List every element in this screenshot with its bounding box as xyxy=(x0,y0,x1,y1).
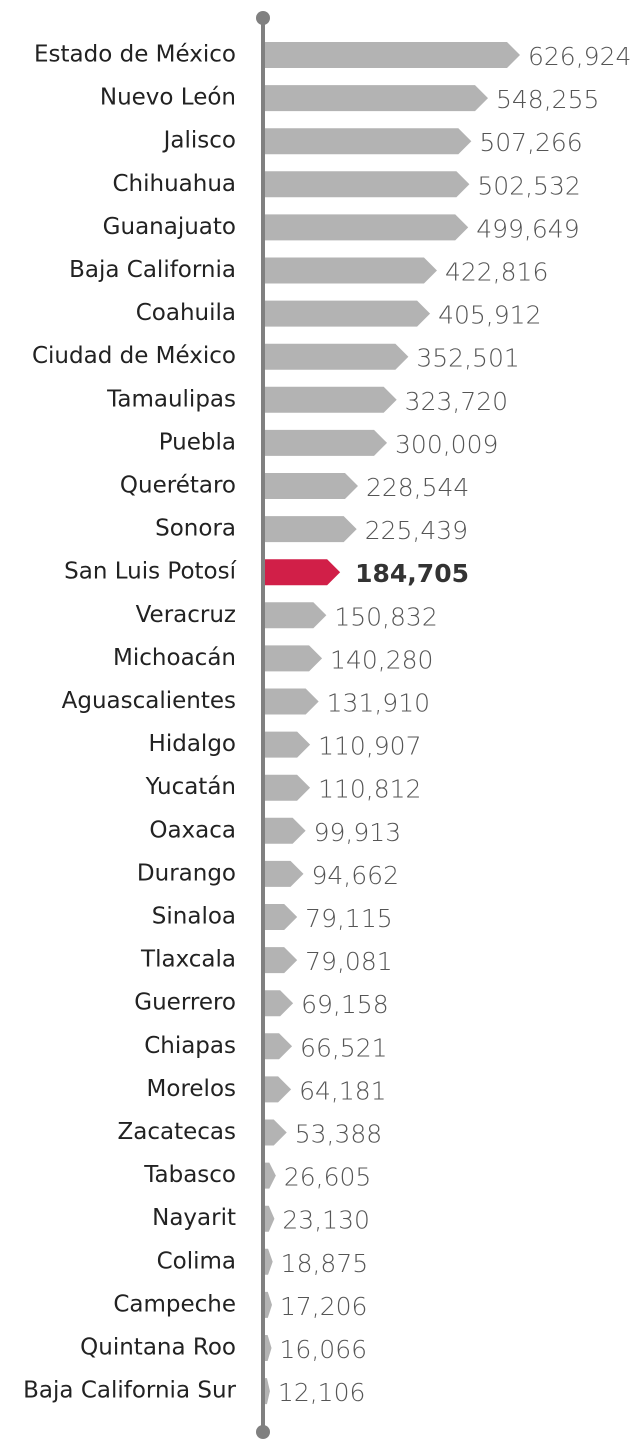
bar xyxy=(265,860,304,887)
value-label: 502,532 xyxy=(477,171,580,200)
category-label: Michoacán xyxy=(113,645,236,671)
bar xyxy=(265,602,327,629)
value-label: 79,081 xyxy=(305,947,392,976)
category-label: Oaxaca xyxy=(149,817,236,843)
bar xyxy=(265,774,311,801)
value-label: 140,280 xyxy=(330,645,433,674)
value-label: 300,009 xyxy=(395,430,498,459)
bar xyxy=(265,171,470,198)
bar xyxy=(265,1119,287,1146)
category-label: Estado de México xyxy=(34,42,236,68)
value-label: 79,115 xyxy=(305,904,392,933)
bar xyxy=(265,1205,275,1232)
value-label: 228,544 xyxy=(366,473,469,502)
category-label: Tabasco xyxy=(143,1162,236,1188)
category-label: Chihuahua xyxy=(112,171,236,197)
category-label: Baja California Sur xyxy=(23,1378,236,1404)
bar xyxy=(265,516,357,543)
value-label: 16,066 xyxy=(280,1335,367,1364)
category-label: Coahuila xyxy=(136,300,236,326)
value-label: 53,388 xyxy=(295,1120,382,1149)
value-label: 131,910 xyxy=(327,689,430,718)
value-label: 626,924 xyxy=(528,42,631,71)
bar xyxy=(265,386,397,413)
category-label: San Luis Potosí xyxy=(64,559,236,585)
bar xyxy=(265,1335,272,1361)
category-label: Aguascalientes xyxy=(62,688,236,714)
value-label: 352,501 xyxy=(416,344,519,373)
bar xyxy=(265,731,311,758)
value-label: 225,439 xyxy=(365,516,468,545)
bar xyxy=(265,947,298,974)
value-label: 184,705 xyxy=(355,559,469,588)
value-label: 69,158 xyxy=(301,990,388,1019)
category-label: Puebla xyxy=(159,429,236,455)
category-label: Morelos xyxy=(147,1076,236,1102)
bar xyxy=(265,257,437,284)
category-label: Hidalgo xyxy=(149,731,236,757)
bar xyxy=(265,1162,276,1189)
category-label: Chiapas xyxy=(144,1033,236,1059)
value-label: 64,181 xyxy=(299,1076,386,1105)
bar xyxy=(265,343,409,370)
category-label: Nayarit xyxy=(152,1205,236,1231)
value-label: 507,266 xyxy=(479,128,582,157)
value-label: 323,720 xyxy=(405,387,508,416)
category-label: Veracruz xyxy=(136,602,236,628)
category-label: Tlaxcala xyxy=(140,947,236,973)
category-label: Quintana Roo xyxy=(80,1335,236,1361)
value-label: 94,662 xyxy=(312,861,399,890)
bar xyxy=(265,688,319,715)
bar xyxy=(265,1291,272,1318)
category-label: Guanajuato xyxy=(103,214,236,240)
bar xyxy=(265,85,489,112)
bar xyxy=(265,559,341,586)
bar xyxy=(265,1378,270,1405)
value-label: 99,913 xyxy=(314,818,401,847)
bar xyxy=(265,42,520,68)
value-label: 548,255 xyxy=(496,85,599,114)
value-label: 499,649 xyxy=(476,214,579,243)
axis-end xyxy=(256,1425,270,1439)
value-label: 23,130 xyxy=(282,1206,369,1235)
value-label: 110,812 xyxy=(318,775,421,804)
category-label: Yucatán xyxy=(145,774,236,800)
bar xyxy=(265,904,298,930)
category-label: Querétaro xyxy=(120,473,236,499)
category-label: Campeche xyxy=(113,1291,236,1317)
category-label: Durango xyxy=(137,860,236,886)
value-label: 422,816 xyxy=(445,258,548,287)
category-label: Zacatecas xyxy=(118,1119,236,1145)
value-label: 26,605 xyxy=(284,1163,371,1192)
category-label: Tamaulipas xyxy=(106,386,236,412)
bar xyxy=(265,429,388,456)
bar xyxy=(265,300,431,327)
category-label: Nuevo León xyxy=(100,85,236,111)
category-label: Baja California xyxy=(69,257,236,283)
bar xyxy=(265,214,469,241)
bar xyxy=(265,128,472,155)
category-label: Sinaloa xyxy=(152,904,236,930)
bar xyxy=(265,1033,293,1060)
axis-end xyxy=(256,11,270,25)
value-label: 18,875 xyxy=(281,1249,368,1278)
category-label: Sonora xyxy=(155,516,236,542)
value-label: 17,206 xyxy=(280,1292,367,1321)
bar xyxy=(265,1248,273,1275)
category-label: Ciudad de México xyxy=(32,343,236,369)
category-label: Colima xyxy=(157,1248,236,1274)
category-label: Guerrero xyxy=(134,990,236,1016)
category-label: Jalisco xyxy=(162,128,236,154)
bar xyxy=(265,645,323,672)
value-label: 12,106 xyxy=(278,1378,365,1407)
value-label: 150,832 xyxy=(334,602,437,631)
value-label: 110,907 xyxy=(318,732,421,761)
value-label: 66,521 xyxy=(300,1033,387,1062)
bar xyxy=(265,990,294,1017)
value-label: 405,912 xyxy=(438,301,541,330)
bar xyxy=(265,1076,292,1103)
bar xyxy=(265,817,306,844)
bar xyxy=(265,473,358,499)
